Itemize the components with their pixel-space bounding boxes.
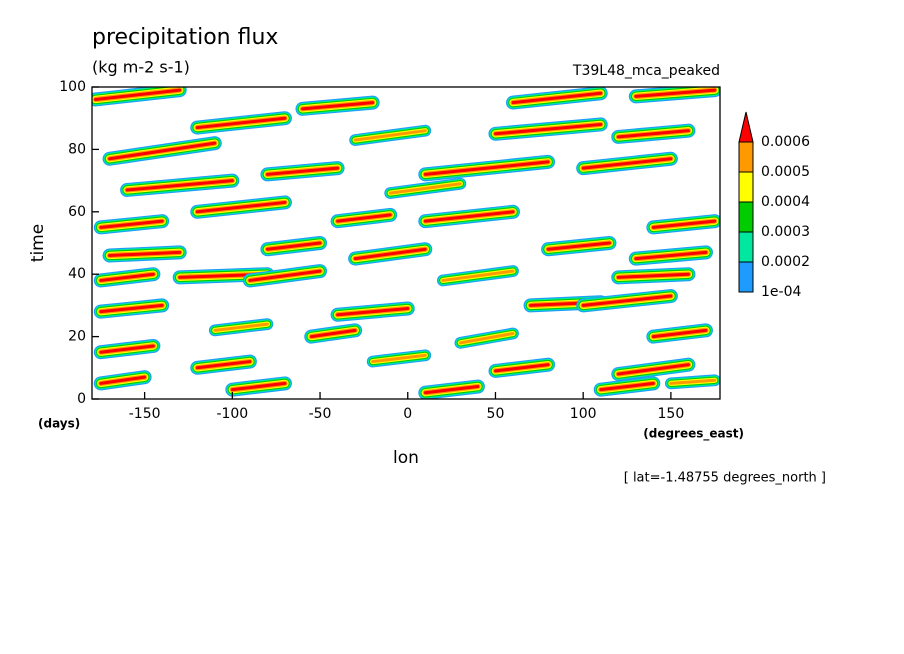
x-axis-title: lon xyxy=(393,448,419,468)
y-tick-label: 100 xyxy=(59,79,86,95)
colorbar-box xyxy=(738,171,754,203)
contour-band xyxy=(581,294,673,307)
contour-band xyxy=(599,381,655,392)
chart-title: precipitation flux xyxy=(92,25,278,50)
contour-band xyxy=(493,122,603,136)
contour-band xyxy=(108,250,182,257)
contour-band xyxy=(634,88,717,98)
colorbar-label: 0.0002 xyxy=(761,254,810,270)
contour-band xyxy=(546,241,611,251)
contour-band xyxy=(336,307,410,317)
x-tick-label: 0 xyxy=(403,406,412,422)
contour-band xyxy=(388,182,462,195)
contour-band xyxy=(195,200,287,214)
colorbar-box xyxy=(738,231,754,263)
contour-band xyxy=(353,129,427,142)
contour-band xyxy=(651,328,708,339)
x-tick-label: 150 xyxy=(658,406,685,422)
contour-band xyxy=(195,360,252,370)
colorbar-label: 0.0005 xyxy=(761,164,810,180)
colorbar-box xyxy=(738,261,754,293)
contour-band xyxy=(99,272,155,282)
contour-band xyxy=(94,88,182,101)
contour-band xyxy=(423,210,515,223)
contour-band xyxy=(99,219,164,229)
contour-band xyxy=(441,269,515,282)
y-tick-label: 40 xyxy=(68,266,86,282)
contour-band xyxy=(265,166,340,176)
x-tick-label: 100 xyxy=(570,406,597,422)
contour-band xyxy=(265,241,322,251)
contour-band xyxy=(616,363,690,376)
contour-band xyxy=(99,303,164,314)
contour-band xyxy=(336,213,392,223)
y-axis-title: time xyxy=(28,224,48,262)
colorbar-box xyxy=(738,201,754,233)
y-tick-label: 60 xyxy=(68,204,86,220)
plot-area xyxy=(92,87,720,399)
x-tick-label: 50 xyxy=(487,406,505,422)
y-tick-label: 0 xyxy=(77,391,86,407)
colorbar-over xyxy=(738,111,754,143)
contour-band xyxy=(669,378,717,385)
contour-band xyxy=(248,269,322,282)
contour-band xyxy=(301,101,375,111)
contour-band xyxy=(309,328,357,339)
x-tick-label: -150 xyxy=(129,406,161,422)
contour-band xyxy=(651,219,717,229)
contour-band xyxy=(195,116,287,130)
contour-band xyxy=(634,250,708,261)
colorbar-box xyxy=(738,141,754,173)
plot-frame xyxy=(91,86,721,400)
colorbar-label: 0.0003 xyxy=(761,224,810,240)
contour-band xyxy=(371,353,427,364)
x-tick-label: -100 xyxy=(216,406,248,422)
contour-band xyxy=(230,381,287,392)
x-axis-units: (degrees_east) xyxy=(643,427,744,442)
contour-band xyxy=(353,247,427,261)
x-tick-label: -50 xyxy=(309,406,332,422)
contour-band xyxy=(616,272,690,279)
contour-band xyxy=(108,141,217,161)
contour-band xyxy=(616,129,690,139)
chart-subtitle: (kg m-2 s-1) xyxy=(92,58,190,77)
contour-band xyxy=(99,344,155,354)
contour-band xyxy=(493,363,550,373)
y-tick-label: 20 xyxy=(68,329,86,345)
contour-band xyxy=(213,322,269,332)
contour-band xyxy=(423,385,480,395)
contour-band xyxy=(423,160,550,176)
contour-band xyxy=(125,179,234,192)
contour-band xyxy=(458,331,515,345)
colorbar-label: 0.0006 xyxy=(761,134,810,150)
y-axis-units: (days) xyxy=(38,417,80,431)
contour-band xyxy=(511,91,603,105)
contour-band xyxy=(581,157,673,170)
colorbar-label: 0.0004 xyxy=(761,194,810,210)
annotation: [ lat=-1.48755 degrees_north ] xyxy=(624,471,826,486)
contour-band xyxy=(99,375,147,385)
colorbar-label: 1e-04 xyxy=(761,284,801,300)
dataset-label: T39L48_mca_peaked xyxy=(572,63,720,79)
y-tick-label: 80 xyxy=(68,141,86,157)
